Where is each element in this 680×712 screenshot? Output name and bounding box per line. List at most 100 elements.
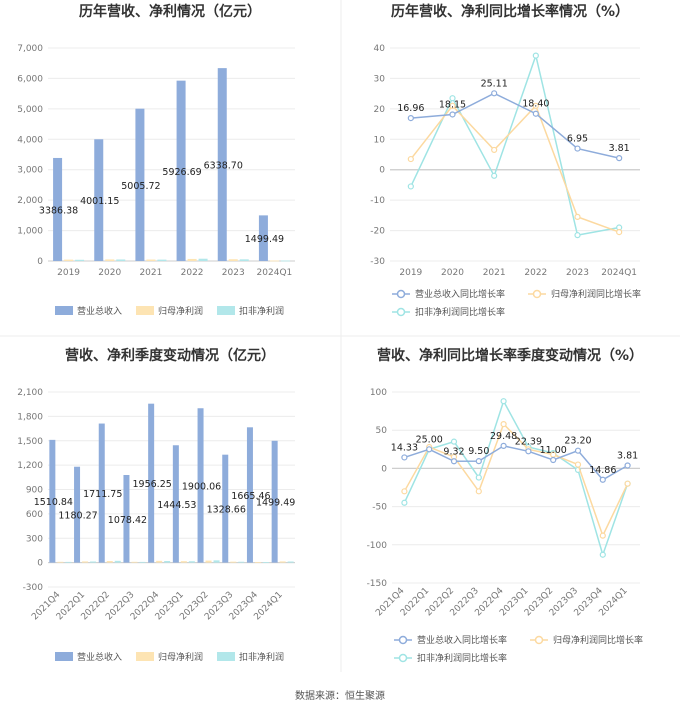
data-label: 1444.53 xyxy=(157,500,196,511)
y-tick-label: 0 xyxy=(381,464,387,474)
data-label: 14.33 xyxy=(391,442,418,453)
annual-growth-rate-chart: 历年营收、净利同比增长率情况（%） -30 -20 -10 0 10 20 30 40 16.96… xyxy=(370,3,641,318)
legend-label: 扣非净利润同比增长率 xyxy=(415,306,505,318)
y-tick-label: 1,200 xyxy=(17,461,43,471)
data-label: 1665.46 xyxy=(231,491,270,502)
series-line xyxy=(403,399,629,558)
data-label: 1711.75 xyxy=(83,489,122,500)
bar xyxy=(254,561,261,563)
legend-swatch xyxy=(55,652,73,661)
data-point xyxy=(450,438,458,445)
data-label: 29.48 xyxy=(490,431,517,442)
data-label: 16.96 xyxy=(397,103,424,114)
data-label: 4001.15 xyxy=(80,196,119,207)
bar xyxy=(187,258,197,261)
x-tick-label: 2019 xyxy=(399,268,422,278)
data-point xyxy=(491,172,498,179)
data-point xyxy=(475,458,482,465)
y-tick-label: -150 xyxy=(367,579,388,589)
y-tick-label: 7,000 xyxy=(17,44,43,54)
x-tick-label: 2024Q1 xyxy=(257,268,293,278)
bar xyxy=(65,561,72,563)
data-label: 11.00 xyxy=(540,445,567,456)
chart-title: 营收、净利季度变动情况（亿元） xyxy=(65,347,275,364)
data-point xyxy=(599,476,606,483)
data-label: 5926.69 xyxy=(162,167,201,178)
legend-label: 扣非净利润 xyxy=(239,651,284,663)
legend-label: 营业总收入 xyxy=(77,651,122,663)
y-tick-label: 5,000 xyxy=(17,105,43,115)
data-label: 9.32 xyxy=(443,446,464,457)
bar xyxy=(238,561,245,563)
legend-swatch xyxy=(217,306,235,315)
data-point xyxy=(616,228,623,236)
data-label: 25.00 xyxy=(416,434,443,445)
data-point xyxy=(407,115,414,122)
legend-label: 扣非净利润 xyxy=(239,305,284,317)
data-point xyxy=(500,420,507,428)
y-tick-label: 1,800 xyxy=(17,412,43,422)
data-point xyxy=(574,232,581,239)
data-point xyxy=(574,447,582,454)
y-tick-label: 3,000 xyxy=(17,166,43,176)
y-tick-label: 40 xyxy=(374,44,386,54)
legend-marker xyxy=(398,653,408,663)
bar xyxy=(98,423,105,563)
chart-title: 历年营收、净利同比增长率情况（%） xyxy=(391,3,629,20)
bar xyxy=(246,427,253,563)
y-tick-label: 10 xyxy=(374,135,386,145)
y-tick-label: -20 xyxy=(370,227,385,237)
bar xyxy=(148,403,155,563)
bar xyxy=(53,157,63,261)
bar xyxy=(74,466,81,563)
y-tick-label: 30 xyxy=(374,74,386,84)
data-label: 1510.84 xyxy=(34,497,73,508)
data-source-footer: 数据来源：恒生聚源 xyxy=(295,689,385,702)
data-point xyxy=(574,213,581,220)
series-line xyxy=(403,422,629,538)
data-point xyxy=(532,110,539,117)
y-tick-label: 4,000 xyxy=(17,135,43,145)
bar xyxy=(156,560,163,563)
data-point xyxy=(450,458,458,465)
bar xyxy=(205,560,212,563)
data-point xyxy=(525,448,532,455)
y-tick-label: -10 xyxy=(370,196,385,206)
bar xyxy=(123,475,130,563)
data-point xyxy=(599,532,606,539)
data-label: 1328.66 xyxy=(207,505,246,516)
x-tick-label: 2024Q1 xyxy=(601,268,637,278)
bar xyxy=(116,259,126,261)
data-point xyxy=(550,456,557,464)
x-tick-label: 2019 xyxy=(57,268,80,278)
data-label: 3.81 xyxy=(617,450,638,461)
bar xyxy=(57,561,64,563)
bar xyxy=(90,561,97,563)
data-point xyxy=(475,488,482,495)
bar xyxy=(114,560,121,563)
data-label: 1180.27 xyxy=(58,511,97,522)
bar xyxy=(197,408,204,563)
data-point xyxy=(491,90,498,97)
data-point xyxy=(624,480,631,487)
bar xyxy=(262,562,269,563)
quarterly-growth-rate-chart: 营收、净利同比增长率季度变动情况（%） -150 -100 -50 0 50 100 14.3… xyxy=(367,347,643,664)
legend-label: 营业总收入 xyxy=(77,305,122,317)
data-point xyxy=(449,102,456,109)
x-tick-label: 2021 xyxy=(483,268,506,278)
x-tick-label: 2020 xyxy=(98,268,121,278)
y-tick-label: 300 xyxy=(26,534,43,544)
bar xyxy=(139,561,146,563)
series-line xyxy=(410,104,620,233)
data-point xyxy=(532,102,539,109)
chart-title: 营收、净利同比增长率季度变动情况（%） xyxy=(377,347,643,364)
data-label: 6338.70 xyxy=(204,161,243,172)
bar xyxy=(180,561,187,563)
bar xyxy=(271,440,278,563)
data-label: 18.15 xyxy=(439,99,466,110)
data-point xyxy=(491,146,498,154)
y-tick-label: 6,000 xyxy=(17,74,43,84)
y-tick-label: -30 xyxy=(370,257,385,267)
data-label: 9.50 xyxy=(468,446,489,457)
y-tick-label: -50 xyxy=(372,503,387,513)
